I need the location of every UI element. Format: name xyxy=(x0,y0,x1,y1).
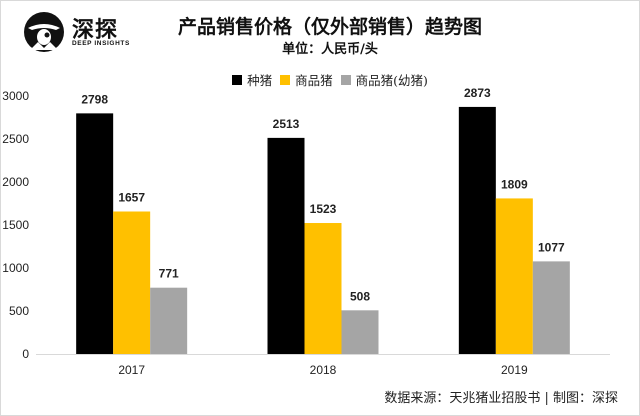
y-tick-label: 0 xyxy=(22,347,29,361)
data-label: 2873 xyxy=(464,86,491,100)
logo: 深探 DEEP INSIGHTS xyxy=(22,10,132,54)
y-tick-label: 2000 xyxy=(2,175,29,189)
y-tick-label: 1500 xyxy=(2,218,29,232)
logo-subtext: DEEP INSIGHTS xyxy=(72,40,130,47)
legend-label: 种猪 xyxy=(247,73,273,88)
chart-subtitle: 单位：人民币/头 xyxy=(282,42,378,57)
data-source: 数据来源：天兆猪业招股书 | 制图：深探 xyxy=(384,391,618,406)
data-label: 1523 xyxy=(310,202,337,216)
legend-swatch xyxy=(232,74,243,85)
legend-swatch xyxy=(280,74,291,85)
data-label: 771 xyxy=(159,267,179,281)
data-label: 2513 xyxy=(273,117,300,131)
bar-2018-s1 xyxy=(304,223,342,354)
data-label: 1077 xyxy=(538,240,565,254)
data-label: 1657 xyxy=(118,190,145,204)
legend-item-market-pig: 商品猪 xyxy=(280,70,333,89)
data-label: 508 xyxy=(350,289,370,303)
data-label: 1809 xyxy=(501,177,528,191)
y-tick-label: 3000 xyxy=(2,89,29,103)
y-tick-label: 500 xyxy=(9,304,29,318)
bar-2019-s1 xyxy=(495,198,533,354)
x-tick-label: 2019 xyxy=(501,363,528,377)
legend-item-breeding-pig: 种猪 xyxy=(232,70,272,89)
bar-2017-s0 xyxy=(76,113,114,354)
y-tick-label: 2500 xyxy=(2,132,29,146)
legend-swatch xyxy=(340,74,351,85)
legend-label: 商品猪(幼猪) xyxy=(355,73,428,88)
detective-hat-icon xyxy=(24,12,64,52)
legend-item-piglet: 商品猪(幼猪) xyxy=(340,70,428,89)
legend: 种猪 商品猪 商品猪(幼猪) xyxy=(0,70,640,89)
y-tick-label: 1000 xyxy=(2,261,29,275)
data-label: 2798 xyxy=(81,92,108,106)
bar-2017-s1 xyxy=(113,211,151,354)
bar-2017-s2 xyxy=(150,287,188,354)
bar-2018-s0 xyxy=(267,137,305,354)
chart-title: 产品销售价格（仅外部销售）趋势图 xyxy=(177,16,482,38)
bar-2018-s2 xyxy=(341,310,379,354)
x-tick-label: 2018 xyxy=(310,363,337,377)
legend-label: 商品猪 xyxy=(295,73,333,88)
logo-text: 深探 xyxy=(72,18,119,43)
x-tick-label: 2017 xyxy=(118,363,145,377)
bar-2019-s2 xyxy=(532,261,570,354)
bar-2019-s0 xyxy=(458,106,496,354)
